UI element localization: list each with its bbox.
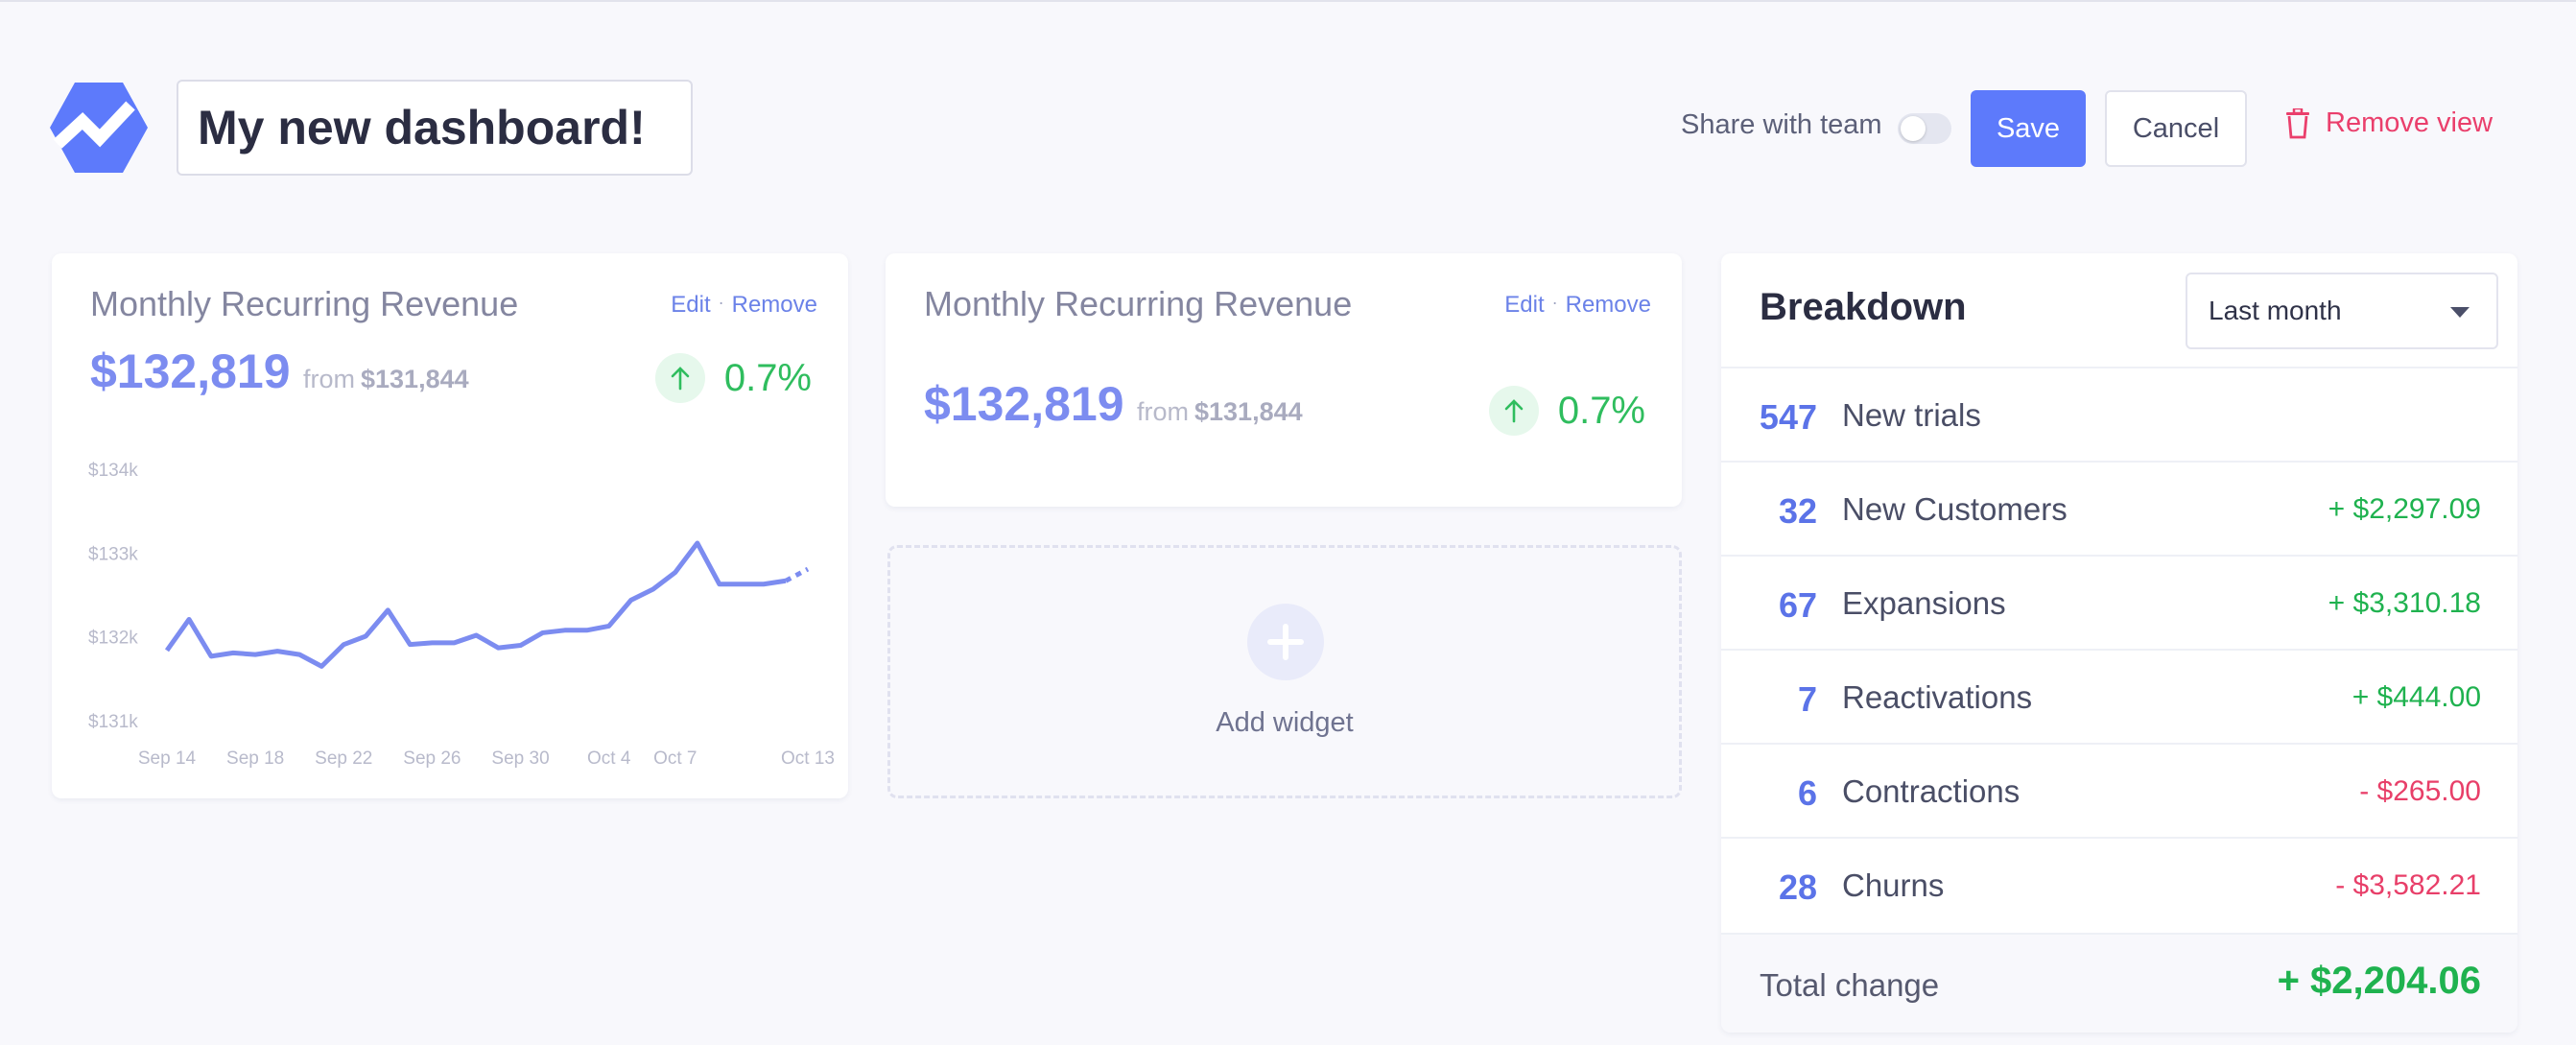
breakdown-row-new-trials[interactable]: 547 New trials	[1721, 367, 2517, 461]
breakdown-row-churns[interactable]: 28 Churns - $3,582.21	[1721, 837, 2517, 931]
save-button[interactable]: Save	[1971, 90, 2086, 167]
mrr-chart-widget: Monthly Recurring Revenue Edit · Remove $1…	[52, 253, 848, 798]
change-percent: 0.7%	[1557, 389, 1645, 432]
row-amount: + $3,310.18	[2328, 587, 2481, 619]
row-label: Expansions	[1842, 585, 2006, 621]
y-tick-label: $134k	[88, 461, 138, 481]
breakdown-panel: Breakdown Last month 547 New trials 32 N…	[1721, 253, 2517, 1033]
remove-link[interactable]: Remove	[731, 292, 817, 318]
remove-view-label: Remove view	[2326, 107, 2493, 138]
row-count: 6	[1797, 773, 1817, 813]
plus-icon	[1247, 604, 1324, 680]
widget-value: $132,819	[90, 344, 291, 398]
from-value: $131,844	[1194, 397, 1303, 426]
x-tick-label: Oct 4	[587, 748, 631, 769]
breakdown-title: Breakdown	[1760, 286, 1967, 328]
row-count: 7	[1797, 679, 1817, 719]
remove-view-button[interactable]: Remove view	[2285, 107, 2493, 139]
edit-link[interactable]: Edit	[671, 292, 711, 318]
row-label: Churns	[1842, 867, 1945, 903]
row-amount: - $3,582.21	[2335, 869, 2481, 901]
series-line-projection	[784, 566, 810, 583]
separator-dot: ·	[1551, 293, 1558, 312]
add-widget-label: Add widget	[1216, 707, 1354, 738]
row-label: Contractions	[1842, 773, 2021, 809]
from-label: from	[303, 365, 355, 393]
row-count: 547	[1759, 397, 1817, 437]
y-tick-label: $132k	[88, 629, 138, 649]
widget-value: $132,819	[924, 377, 1124, 431]
row-label: New Customers	[1842, 491, 2068, 527]
share-with-team-label: Share with team	[1681, 109, 1882, 140]
row-label: Reactivations	[1842, 679, 2033, 715]
row-amount: + $444.00	[2351, 681, 2481, 713]
period-select-value: Last month	[2209, 296, 2342, 325]
y-tick-label: $133k	[88, 544, 138, 564]
widget-actions: Edit · Remove	[1504, 292, 1651, 319]
cancel-button[interactable]: Cancel	[2105, 90, 2247, 167]
x-tick-label: Sep 26	[403, 748, 461, 769]
widget-change: 0.7%	[654, 353, 812, 403]
app-logo-icon	[50, 83, 148, 173]
caret-down-icon	[2450, 307, 2470, 318]
y-tick-label: $131k	[88, 712, 138, 732]
x-tick-label: Sep 14	[138, 748, 197, 769]
row-count: 32	[1778, 491, 1817, 531]
widget-title: Monthly Recurring Revenue	[924, 284, 1353, 323]
trash-icon	[2286, 107, 2309, 138]
widget-actions: Edit · Remove	[671, 292, 817, 319]
row-label: New trials	[1842, 397, 1981, 433]
widget-from: from $131,844	[303, 365, 469, 394]
total-change-amount: + $2,204.06	[2277, 960, 2481, 1002]
breakdown-row-new-customers[interactable]: 32 New Customers + $2,297.09	[1721, 461, 2517, 555]
from-label: from	[1137, 397, 1189, 426]
breakdown-row-contractions[interactable]: 6 Contractions - $265.00	[1721, 743, 2517, 837]
widget-from: from $131,844	[1137, 397, 1303, 427]
dashboard-title-input[interactable]	[177, 80, 693, 176]
edit-link[interactable]: Edit	[1504, 292, 1545, 318]
share-toggle[interactable]	[1898, 113, 1951, 144]
mrr-compact-widget: Monthly Recurring Revenue Edit · Remove $1…	[886, 253, 1682, 507]
breakdown-total-row: Total change + $2,204.06	[1721, 933, 2517, 1033]
x-tick-label: Oct 7	[653, 748, 697, 769]
remove-link[interactable]: Remove	[1565, 292, 1651, 318]
period-select[interactable]: Last month	[2186, 273, 2498, 349]
widget-change: 0.7%	[1488, 386, 1645, 436]
breakdown-row-reactivations[interactable]: 7 Reactivations + $444.00	[1721, 649, 2517, 743]
x-tick-label: Sep 22	[315, 748, 372, 769]
row-amount: + $2,297.09	[2328, 493, 2481, 525]
row-count: 28	[1778, 867, 1817, 907]
x-tick-label: Sep 18	[226, 748, 284, 769]
x-tick-label: Oct 13	[781, 748, 835, 769]
from-value: $131,844	[361, 365, 469, 393]
change-percent: 0.7%	[723, 356, 812, 399]
arrow-up-icon	[1488, 386, 1539, 436]
x-tick-label: Sep 30	[491, 748, 549, 769]
row-amount: - $265.00	[2359, 775, 2481, 807]
total-change-label: Total change	[1760, 967, 1940, 1003]
widget-title: Monthly Recurring Revenue	[90, 284, 519, 323]
separator-dot: ·	[718, 293, 724, 312]
series-line	[164, 540, 787, 669]
row-count: 67	[1778, 585, 1817, 625]
breakdown-row-expansions[interactable]: 67 Expansions + $3,310.18	[1721, 555, 2517, 649]
top-border	[0, 0, 2576, 2]
add-widget-button[interactable]: Add widget	[887, 545, 1682, 798]
arrow-up-icon	[654, 353, 705, 403]
share-toggle-knob	[1901, 116, 1926, 141]
